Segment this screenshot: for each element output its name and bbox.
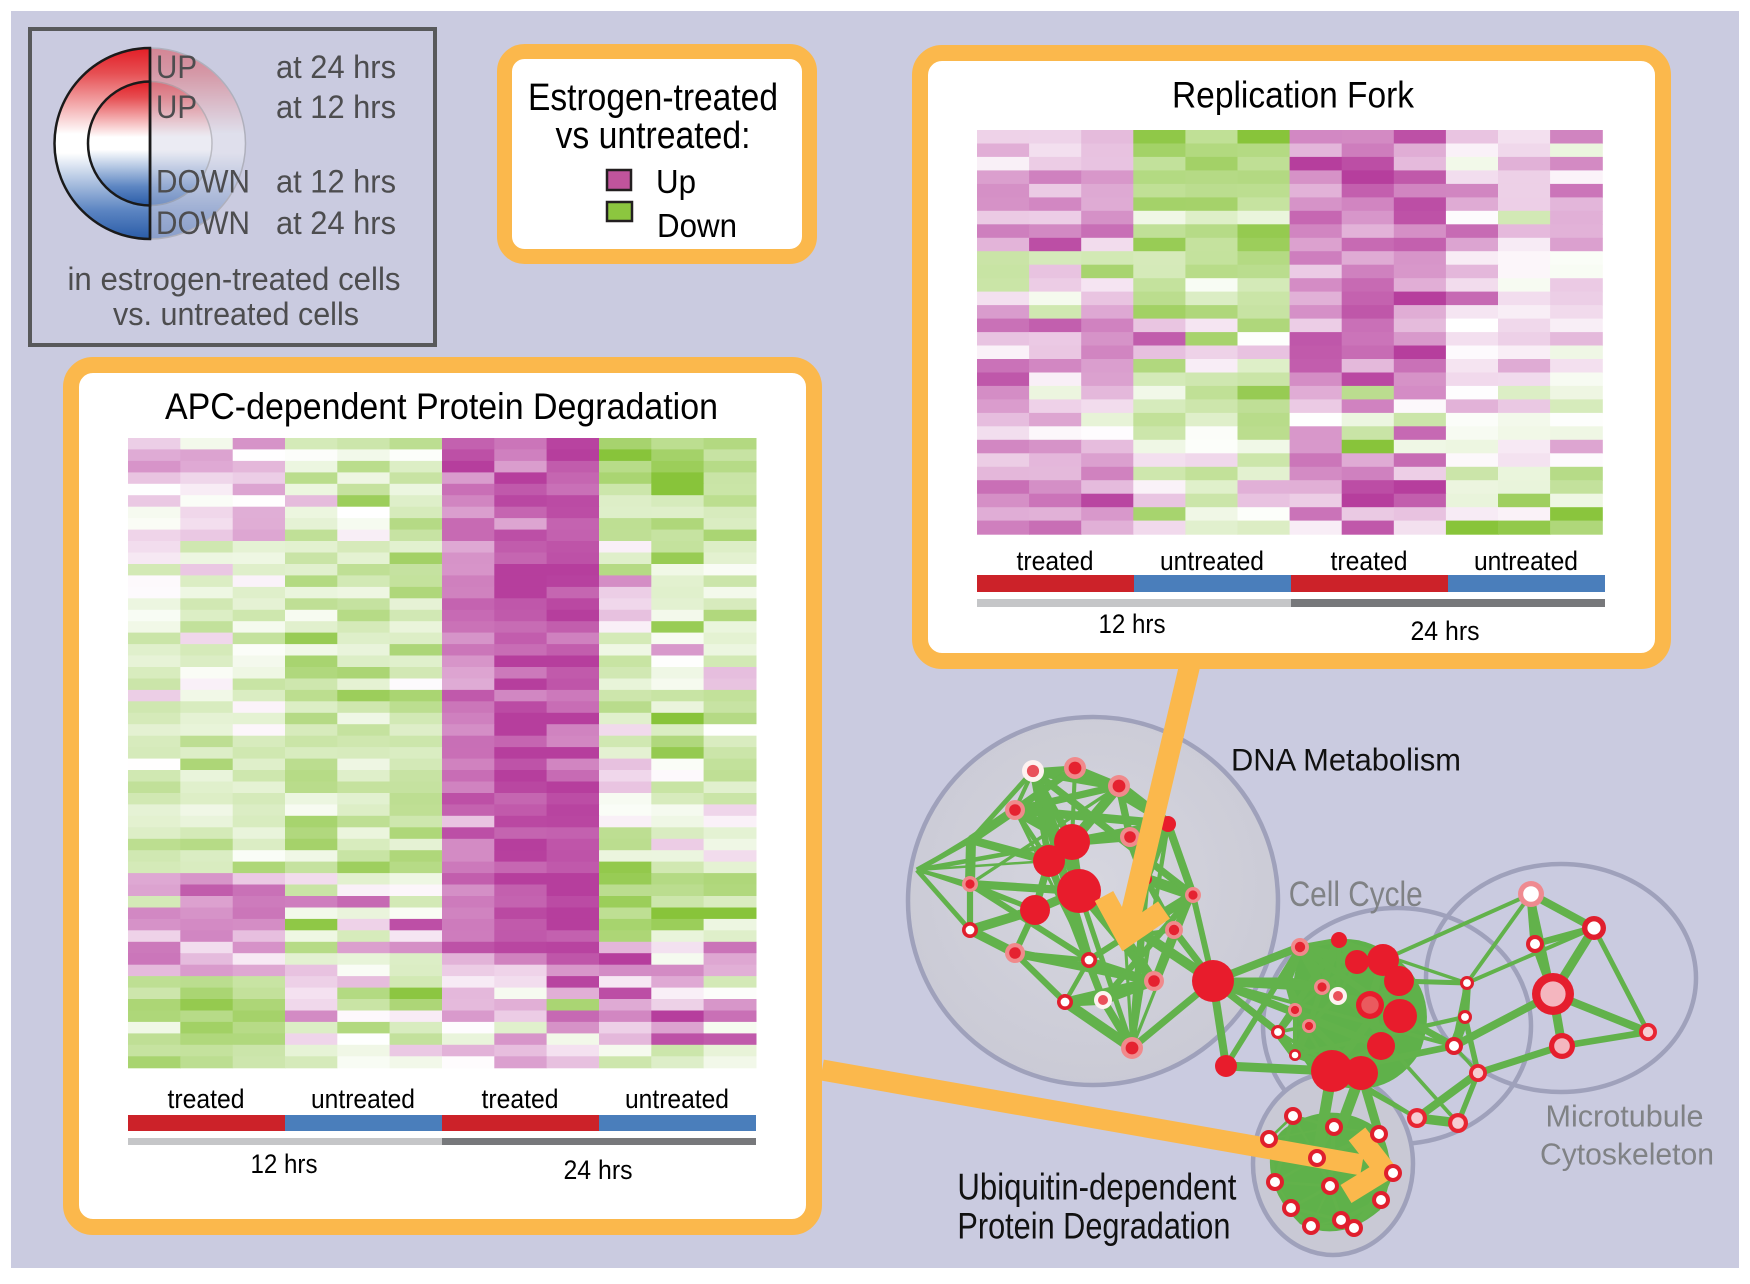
svg-text:Protein Degradation: Protein Degradation — [957, 1205, 1230, 1247]
svg-text:untreated: untreated — [311, 1084, 415, 1114]
svg-text:Cell Cycle: Cell Cycle — [1289, 875, 1423, 914]
svg-text:DOWN: DOWN — [156, 205, 250, 241]
svg-text:treated: treated — [482, 1084, 559, 1114]
svg-text:APC-dependent Protein Degradat: APC-dependent Protein Degradation — [165, 386, 718, 427]
svg-text:12 hrs: 12 hrs — [1099, 609, 1166, 639]
svg-text:24 hrs: 24 hrs — [564, 1155, 633, 1185]
svg-text:untreated: untreated — [1160, 546, 1264, 576]
svg-text:treated: treated — [1017, 546, 1094, 576]
svg-text:UP: UP — [156, 49, 197, 85]
svg-text:Estrogen-treated: Estrogen-treated — [528, 77, 778, 119]
svg-text:at 12 hrs: at 12 hrs — [276, 89, 396, 125]
svg-text:treated: treated — [168, 1084, 245, 1114]
svg-text:vs untreated:: vs untreated: — [556, 115, 751, 157]
svg-text:24 hrs: 24 hrs — [1411, 616, 1480, 646]
svg-text:Down: Down — [657, 207, 737, 244]
svg-text:Microtubule: Microtubule — [1546, 1100, 1704, 1134]
svg-text:at 24 hrs: at 24 hrs — [276, 205, 396, 241]
svg-text:treated: treated — [1331, 546, 1408, 576]
svg-text:vs. untreated cells: vs. untreated cells — [113, 296, 359, 332]
svg-text:Up: Up — [656, 163, 696, 200]
svg-text:untreated: untreated — [625, 1084, 729, 1114]
svg-text:in estrogen-treated cells: in estrogen-treated cells — [68, 261, 401, 297]
svg-text:Ubiquitin-dependent: Ubiquitin-dependent — [957, 1165, 1236, 1207]
svg-text:Replication Fork: Replication Fork — [1172, 75, 1414, 116]
svg-text:DNA Metabolism: DNA Metabolism — [1231, 742, 1461, 778]
svg-text:12 hrs: 12 hrs — [251, 1149, 318, 1179]
svg-text:DOWN: DOWN — [156, 164, 250, 200]
svg-text:at 12 hrs: at 12 hrs — [276, 164, 396, 200]
svg-text:Cytoskeleton: Cytoskeleton — [1540, 1137, 1714, 1172]
svg-text:untreated: untreated — [1474, 546, 1578, 576]
svg-text:UP: UP — [156, 89, 197, 125]
svg-text:at 24 hrs: at 24 hrs — [276, 49, 396, 85]
